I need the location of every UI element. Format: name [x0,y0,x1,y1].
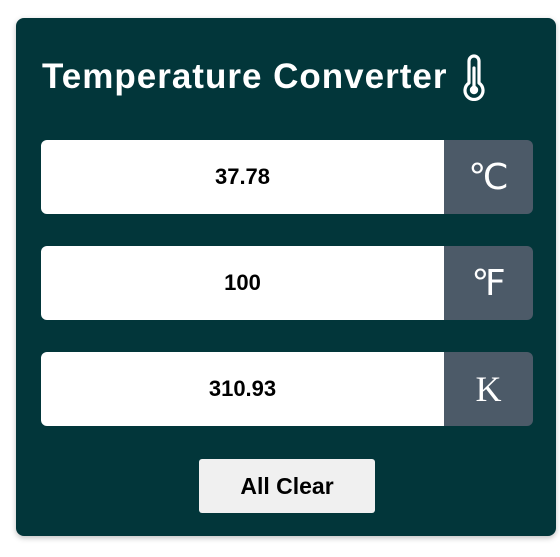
kelvin-input[interactable] [41,352,444,426]
fahrenheit-row: ℉ [41,246,533,320]
kelvin-row: K [41,352,533,426]
kelvin-unit-label: K [444,352,533,426]
fahrenheit-input[interactable] [41,246,444,320]
celsius-input[interactable] [41,140,444,214]
fahrenheit-unit-label: ℉ [444,246,533,320]
celsius-row: ℃ [41,140,533,214]
converter-card: Temperature Converter ℃ ℉ K All Clear [16,18,556,536]
all-clear-button[interactable]: All Clear [199,459,375,513]
celsius-unit-label: ℃ [444,140,533,214]
thermometer-icon [459,52,489,102]
page-title: Temperature Converter [42,57,448,96]
header: Temperature Converter [42,52,542,102]
